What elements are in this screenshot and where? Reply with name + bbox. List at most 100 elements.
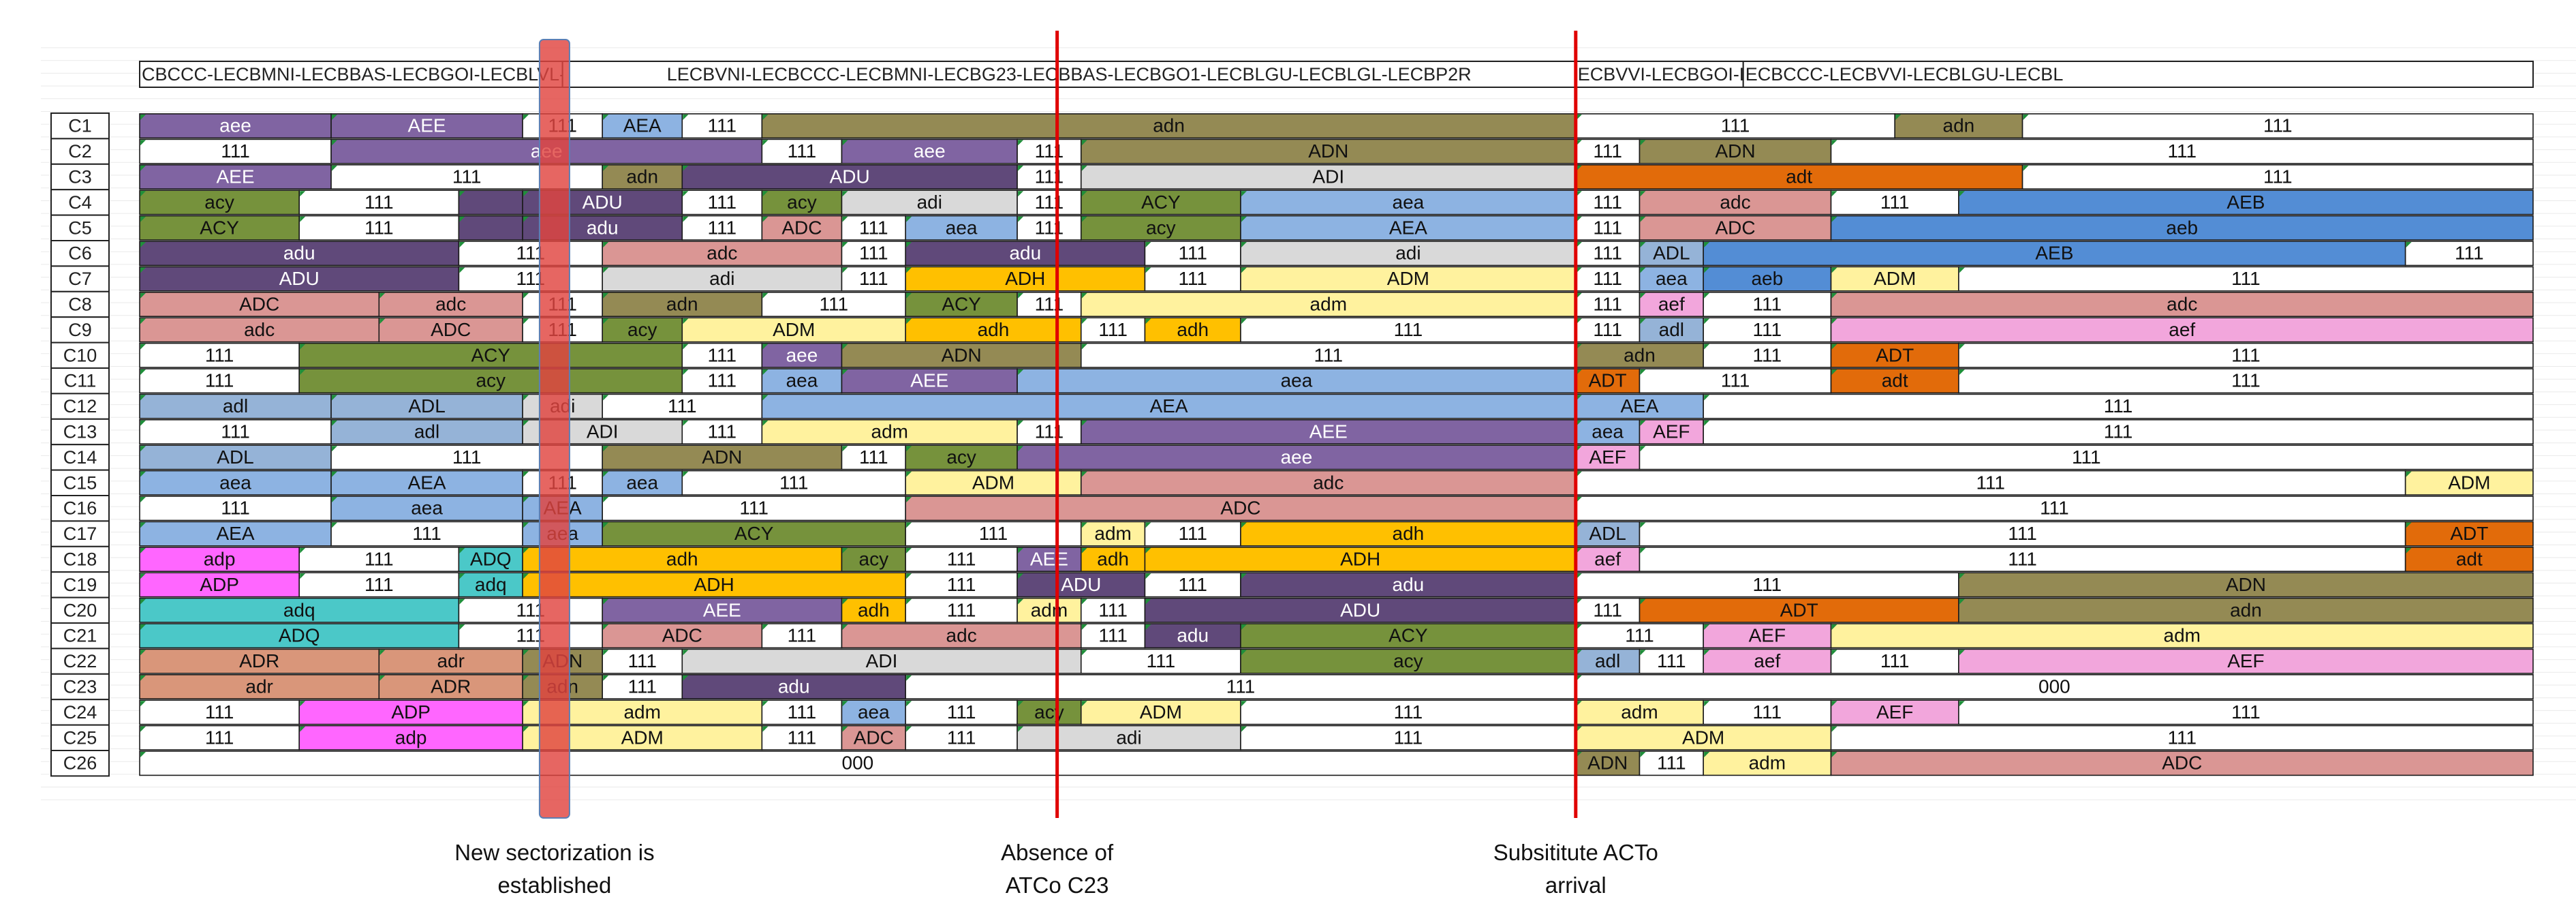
cell-corner-mark [1576, 420, 1582, 426]
cell-label: ADN [1308, 140, 1348, 162]
cell-label: adm [623, 701, 660, 723]
schedule-cell [905, 572, 1018, 598]
cell-corner-mark [1576, 140, 1582, 146]
schedule-cell [522, 572, 906, 598]
row-label: C16 [63, 498, 97, 519]
cell-corner-mark [683, 191, 689, 197]
cell-corner-mark [1704, 395, 1710, 401]
cell-corner-mark [906, 701, 912, 707]
cell-corner-mark [1241, 267, 1247, 273]
sector-row: C15aeaAEA111aea111ADMadc111ADM [50, 469, 2534, 496]
cell-label: ADH [1340, 549, 1380, 570]
cell-corner-mark [379, 292, 386, 299]
cell-corner-mark [1831, 191, 1837, 197]
cell-corner-mark [1081, 522, 1087, 528]
cell-label: adi [709, 268, 734, 289]
cell-corner-mark [1145, 242, 1151, 247]
cell-corner-mark [1241, 216, 1247, 222]
cell-corner-mark [906, 726, 912, 732]
schedule-cell [1240, 623, 1577, 649]
cell-corner-mark [1831, 216, 1837, 222]
cell-corner-mark [379, 675, 386, 681]
cell-label: 111 [2072, 446, 2101, 468]
schedule-cell [1639, 189, 1832, 215]
cell-label: ADL [1589, 523, 1626, 544]
cell-label: 111 [979, 523, 1008, 544]
cell-corner-mark [2406, 522, 2412, 528]
cell-corner-mark [1576, 547, 1582, 553]
row-label-cell [50, 750, 110, 777]
annotation-label: Absence of [1001, 840, 1114, 865]
schedule-cell [905, 597, 1018, 623]
cell-corner-mark [1576, 446, 1582, 452]
schedule-cell [139, 241, 460, 267]
cell-label: adm [1094, 523, 1131, 544]
cell-label: 111 [1035, 192, 1064, 213]
schedule-cell [139, 597, 460, 623]
cell-label: 111 [1593, 268, 1622, 289]
cell-label: 111 [205, 727, 234, 748]
schedule-cell [1080, 291, 1577, 317]
period-header-row: CBCCC-LECBMNI-LECBBAS-LECBGOI-LECBLVL-LE… [139, 61, 2534, 88]
cell-label: 111 [364, 217, 394, 238]
cell-corner-mark [1241, 726, 1247, 732]
cell-corner-mark [1018, 573, 1024, 579]
cell-corner-mark [459, 547, 465, 553]
cell-corner-mark [300, 191, 306, 197]
cell-corner-mark [906, 675, 912, 681]
cell-label: aee [1281, 446, 1313, 468]
cell-corner-mark [603, 522, 609, 528]
schedule-cell [458, 597, 603, 623]
sector-row: C19 ADP 111 adq ADH 111 ADU 111 adu 111 ADN [50, 571, 2534, 598]
cell-corner-mark [1959, 344, 1965, 350]
cell-corner-mark [140, 395, 146, 401]
cell-corner-mark [1018, 547, 1024, 553]
cell-label: 000 [842, 753, 874, 774]
cell-label: 111 [1657, 650, 1686, 671]
cell-corner-mark [1081, 318, 1087, 324]
cell-label: ACY [734, 523, 774, 544]
cell-label: AEF [1589, 446, 1626, 468]
cell-corner-mark [1145, 573, 1151, 579]
cell-corner-mark [523, 573, 529, 579]
cell-label: 111 [859, 217, 888, 238]
cell-label: ADH [694, 574, 734, 595]
schedule-cell [1017, 699, 1082, 725]
cell-label: 111 [708, 370, 737, 391]
cell-corner-mark [762, 115, 769, 120]
cell-corner-mark [1704, 267, 1710, 273]
cell-label: adc [2167, 294, 2197, 315]
cell-label: ADC [239, 294, 279, 315]
schedule-cell [458, 623, 603, 649]
cell-corner-mark [300, 573, 306, 579]
cell-label: adu [1393, 574, 1425, 595]
cell-label: ADP [200, 574, 239, 595]
cell-corner-mark [1640, 522, 1646, 528]
cell-label: AEA [623, 115, 662, 136]
cell-corner-mark [1018, 369, 1024, 375]
cell-corner-mark [140, 650, 146, 656]
cell-corner-mark [140, 726, 146, 732]
cell-label: adt [1882, 370, 1908, 391]
schedule-cell [1575, 189, 1641, 215]
schedule-cell [458, 215, 523, 241]
cell-label: aeb [1751, 268, 1783, 289]
schedule-cell [681, 648, 1082, 674]
cell-corner-mark [140, 242, 146, 247]
cell-label: 111 [947, 599, 976, 620]
cell-corner-mark [762, 369, 769, 375]
sector-row: C7 ADU 111 adi 111 ADH 111 ADM 111 aea aeb ADM 111 [50, 265, 2534, 292]
schedule-cell [1958, 266, 2534, 292]
cell-label: 111 [1098, 599, 1128, 620]
cell-corner-mark [1704, 318, 1710, 324]
cell-label: adm [871, 421, 908, 442]
cell-label: 111 [1657, 753, 1686, 774]
row-label: C8 [68, 294, 92, 315]
cell-corner-mark [1081, 471, 1087, 477]
schedule-cell [139, 164, 332, 190]
schedule-cell [139, 623, 460, 649]
cell-corner-mark [906, 318, 912, 324]
cell-corner-mark [906, 471, 912, 477]
schedule-cell [602, 521, 906, 547]
cell-corner-mark [459, 242, 465, 247]
